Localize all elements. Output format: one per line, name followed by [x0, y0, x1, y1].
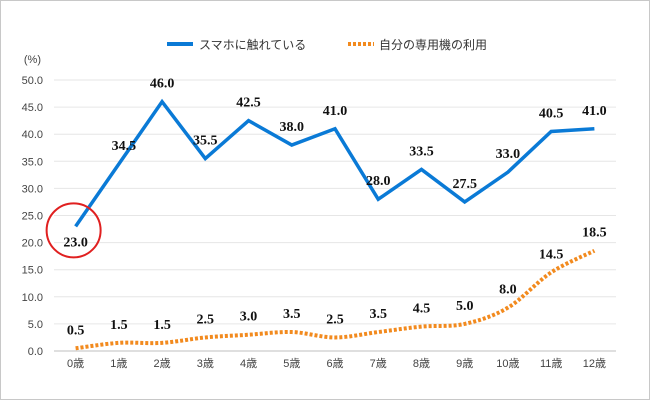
data-label: 46.0 [150, 77, 175, 92]
data-label: 3.0 [240, 310, 258, 325]
data-label: 4.5 [413, 302, 431, 317]
y-tick-label: 15.0 [22, 265, 43, 277]
legend-label-1: スマホに触れている [199, 38, 306, 52]
x-tick-label: 3歳 [197, 357, 214, 370]
x-tick-label: 12歳 [583, 357, 606, 370]
x-tick-label: 9歳 [456, 357, 473, 370]
y-tick-label: 5.0 [28, 319, 43, 331]
data-label: 2.5 [326, 312, 344, 327]
data-label: 14.5 [539, 247, 564, 262]
y-tick-label: 0.0 [28, 346, 43, 358]
x-tick-label: 8歳 [413, 357, 430, 370]
y-axis-label: (%) [24, 54, 41, 66]
x-tick-label: 5歳 [283, 357, 300, 370]
data-label: 2.5 [197, 312, 215, 327]
y-tick-label: 40.0 [22, 129, 43, 141]
x-tick-label: 4歳 [240, 357, 257, 370]
data-label: 41.0 [323, 104, 348, 119]
x-tick-label: 0歳 [67, 357, 84, 370]
x-tick-label: 6歳 [326, 357, 343, 370]
y-tick-label: 45.0 [22, 102, 43, 114]
data-label: 3.5 [369, 307, 387, 322]
data-label: 42.5 [236, 96, 261, 111]
data-label: 3.5 [283, 307, 301, 322]
legend-label-2: 自分の専用機の利用 [379, 37, 487, 52]
data-label: 5.0 [456, 299, 474, 314]
y-tick-label: 50.0 [22, 75, 43, 87]
x-tick-label: 1歳 [110, 357, 127, 370]
data-label: 33.0 [496, 147, 521, 162]
y-tick-label: 30.0 [22, 183, 43, 195]
data-label: 33.5 [409, 144, 434, 159]
highlight-circle [45, 202, 102, 259]
y-tick-label: 35.0 [22, 156, 43, 168]
x-tick-label: 10歳 [496, 357, 519, 370]
y-tick-label: 20.0 [22, 238, 43, 250]
data-label: 0.5 [67, 323, 85, 338]
y-tick-label: 10.0 [22, 292, 43, 304]
data-label: 28.0 [366, 174, 391, 189]
data-label: 27.5 [452, 177, 477, 192]
x-tick-label: 7歳 [370, 357, 387, 370]
data-label: 35.5 [193, 134, 218, 149]
y-tick-label: 25.0 [22, 211, 43, 223]
data-label: 1.5 [153, 318, 171, 333]
data-label: 40.5 [539, 106, 564, 121]
data-label: 41.0 [582, 104, 607, 119]
data-label: 38.0 [280, 120, 305, 135]
x-tick-label: 11歳 [540, 357, 562, 370]
data-label: 1.5 [110, 318, 128, 333]
data-label: 23.0 [63, 235, 88, 250]
series-line-2 [75, 248, 596, 351]
data-label: 18.5 [582, 226, 607, 241]
x-tick-label: 2歳 [154, 357, 171, 370]
series-line-1 [74, 98, 595, 228]
data-label: 8.0 [499, 283, 517, 298]
data-label: 34.5 [112, 139, 137, 154]
